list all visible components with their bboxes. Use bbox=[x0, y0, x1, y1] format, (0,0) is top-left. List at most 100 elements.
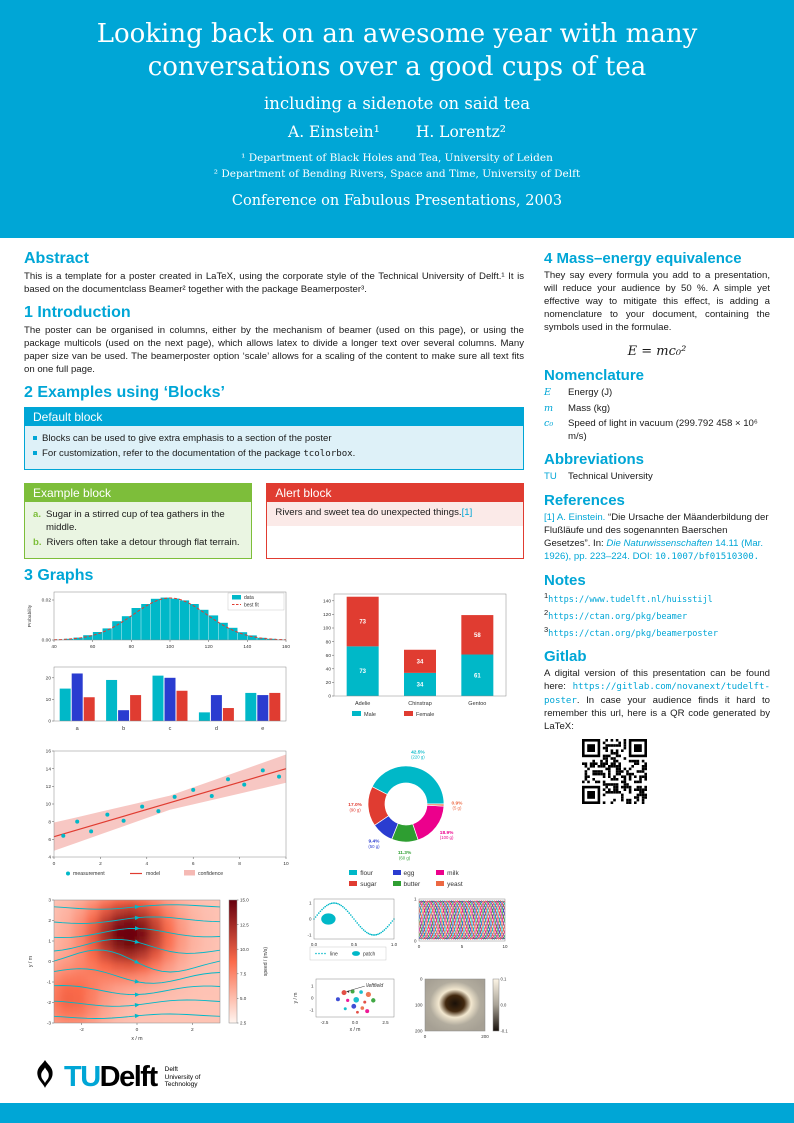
svg-text:0: 0 bbox=[328, 694, 331, 700]
svg-text:2: 2 bbox=[99, 861, 102, 867]
svg-text:4: 4 bbox=[48, 855, 51, 861]
poster-subtitle: including a sidenote on said tea bbox=[263, 93, 531, 113]
note-link[interactable]: https://ctan.org/pkg/beamer bbox=[548, 611, 688, 622]
svg-text:0.0: 0.0 bbox=[352, 1020, 359, 1025]
nomenclature-row: E Energy (J) bbox=[544, 387, 613, 399]
reference-details: 14.11 (Mar. 1926), pp. 223–224. bbox=[544, 538, 764, 563]
svg-text:6: 6 bbox=[192, 861, 195, 867]
scatter-plot: \leftfield -2.5 0.0 2.5 -1 0 1 x / m y / m bbox=[290, 975, 400, 1044]
legend-item: flour bbox=[349, 869, 376, 881]
svg-text:100: 100 bbox=[166, 644, 174, 650]
svg-text:0.5: 0.5 bbox=[351, 942, 358, 947]
legend-item: egg bbox=[392, 869, 421, 881]
svg-text:measurement: measurement bbox=[73, 871, 105, 877]
bullet-square-icon bbox=[33, 436, 37, 441]
svg-text:0: 0 bbox=[48, 959, 51, 965]
svg-text:0.1: 0.1 bbox=[501, 976, 507, 981]
blocks-heading: 2 Examples using ‘Blocks’ bbox=[24, 384, 225, 402]
citation-link[interactable]: [1] bbox=[461, 507, 473, 519]
svg-text:160: 160 bbox=[282, 644, 290, 650]
enum-label: a. bbox=[33, 509, 42, 521]
svg-text:2.5: 2.5 bbox=[240, 1021, 247, 1026]
svg-text:-3: -3 bbox=[47, 1021, 52, 1027]
svg-text:-1: -1 bbox=[307, 932, 311, 937]
svg-text:61: 61 bbox=[474, 673, 481, 679]
donut-chart: 42.5% (220 g) 17.0% (90 g) 9.4% (50 g) 11.3% (6… bbox=[300, 745, 512, 868]
abstract-text: This is a template for a poster created … bbox=[24, 271, 524, 296]
left-column: Abstract This is a template for a poster… bbox=[24, 242, 524, 1103]
svg-text:c: c bbox=[169, 726, 172, 732]
svg-text:data: data bbox=[244, 595, 254, 601]
svg-text:Adelie: Adelie bbox=[355, 701, 370, 707]
tudelft-flame-icon bbox=[34, 1059, 56, 1095]
nomenclature-heading: Nomenclature bbox=[544, 367, 645, 385]
doi-link[interactable]: 10.1007/bf01510300. bbox=[654, 552, 760, 563]
nomenclature-row: c₀ Speed of light in vacuum (299.792 458 … bbox=[544, 418, 758, 442]
block-row: Example block a. Sugar in a stirred cup … bbox=[24, 478, 524, 559]
svg-text:58: 58 bbox=[474, 633, 481, 639]
default-block-body: Blocks can be used to give extra emphasi… bbox=[25, 426, 523, 470]
svg-text:-1: -1 bbox=[309, 1007, 313, 1012]
svg-text:0.9%: 0.9% bbox=[452, 800, 464, 806]
note-link[interactable]: https://www.tudelft.nl/huisstijl bbox=[548, 594, 713, 605]
svg-text:Male: Male bbox=[364, 712, 376, 718]
svg-text:12.5: 12.5 bbox=[240, 922, 249, 927]
bullet-item: Blocks can be used to give extra emphasi… bbox=[33, 433, 515, 446]
reference-author-link[interactable]: A. Einstein. bbox=[556, 511, 606, 523]
doi-label: DOI: bbox=[632, 551, 653, 563]
mass-energy-text: They say every formula you add to a pres… bbox=[544, 270, 770, 334]
svg-text:120: 120 bbox=[323, 612, 331, 618]
reference-journal: Die Naturwissenschaften bbox=[606, 538, 713, 550]
svg-text:100: 100 bbox=[415, 1002, 423, 1007]
svg-text:9.4%: 9.4% bbox=[369, 839, 381, 845]
svg-text:10: 10 bbox=[502, 944, 508, 949]
svg-text:\leftfield: \leftfield bbox=[366, 983, 383, 989]
svg-text:line: line bbox=[330, 951, 338, 957]
svg-text:73: 73 bbox=[359, 669, 366, 675]
note-item: 1https://www.tudelft.nl/huisstijl bbox=[544, 590, 713, 605]
authors: A. Einstein¹ H. Lorentz² bbox=[56, 123, 738, 141]
notes-heading: Notes bbox=[544, 571, 586, 589]
svg-text:20: 20 bbox=[46, 675, 52, 681]
abstract-heading: Abstract bbox=[24, 250, 89, 267]
image-plot: 0.1 0.0 -0.1 0 100 200 0 200 bbox=[401, 975, 511, 1044]
svg-text:40: 40 bbox=[326, 666, 332, 672]
note-link[interactable]: https://ctan.org/pkg/beamerposter bbox=[548, 629, 718, 640]
svg-text:5: 5 bbox=[461, 944, 464, 949]
multiline-plot: 0 5 10 0 1 bbox=[401, 895, 511, 974]
references-heading: References bbox=[544, 491, 625, 509]
svg-text:0: 0 bbox=[414, 938, 417, 943]
svg-text:0: 0 bbox=[136, 1027, 139, 1033]
svg-text:140: 140 bbox=[243, 644, 251, 650]
svg-text:0: 0 bbox=[48, 719, 51, 725]
introduction-heading: 1 Introduction bbox=[24, 304, 131, 322]
svg-text:34: 34 bbox=[417, 659, 424, 665]
reference-title: “Die Ursache der Mäanderbildung der Fluß… bbox=[544, 511, 769, 550]
example-block: Example block a. Sugar in a stirred cup … bbox=[24, 483, 253, 559]
reference-item: [1] A. Einstein. “Die Ursache der Mäande… bbox=[544, 511, 770, 564]
qr-code bbox=[582, 739, 770, 809]
enum-item: a. Sugar in a stirred cup of tea gathers… bbox=[33, 509, 243, 535]
svg-text:18.9%: 18.9% bbox=[440, 830, 454, 836]
author: H. Lorentz² bbox=[415, 122, 506, 141]
legend-item: yeast bbox=[436, 880, 463, 892]
svg-text:34: 34 bbox=[417, 682, 424, 688]
regression-chart: 0 2 4 6 8 10 4 6 8 10 12 14 16 measurement model confid… bbox=[24, 745, 292, 890]
svg-text:80: 80 bbox=[326, 639, 332, 645]
bullet-item: For customization, refer to the document… bbox=[33, 448, 515, 461]
svg-text:10: 10 bbox=[46, 802, 52, 808]
svg-text:3: 3 bbox=[48, 898, 51, 904]
mass-energy-heading: 4 Mass–energy equivalence bbox=[544, 250, 742, 267]
poster-body: Abstract This is a template for a poster… bbox=[0, 238, 794, 1103]
svg-text:40: 40 bbox=[51, 644, 57, 650]
tudelft-tagline: Delft University of Technology bbox=[164, 1066, 201, 1089]
mini-plots-grid: 0.0 0.5 1.0 -1 0 1 line patch 0 5 10 0 1 \leftfield… bbox=[290, 895, 512, 1044]
svg-text:1: 1 bbox=[309, 900, 312, 905]
abbreviation-row: TU Technical University bbox=[544, 471, 653, 483]
poster-header: Looking back on an awesome year with man… bbox=[0, 0, 794, 238]
gitlab-link[interactable]: https://gitlab.com/novanext/tudelft-post… bbox=[544, 682, 770, 706]
svg-text:16: 16 bbox=[46, 749, 52, 755]
svg-text:(90 g): (90 g) bbox=[349, 807, 361, 812]
enum-text: Sugar in a stirred cup of tea gathers in… bbox=[46, 509, 225, 534]
bullet-text: Blocks can be used to give extra emphasi… bbox=[42, 433, 332, 445]
